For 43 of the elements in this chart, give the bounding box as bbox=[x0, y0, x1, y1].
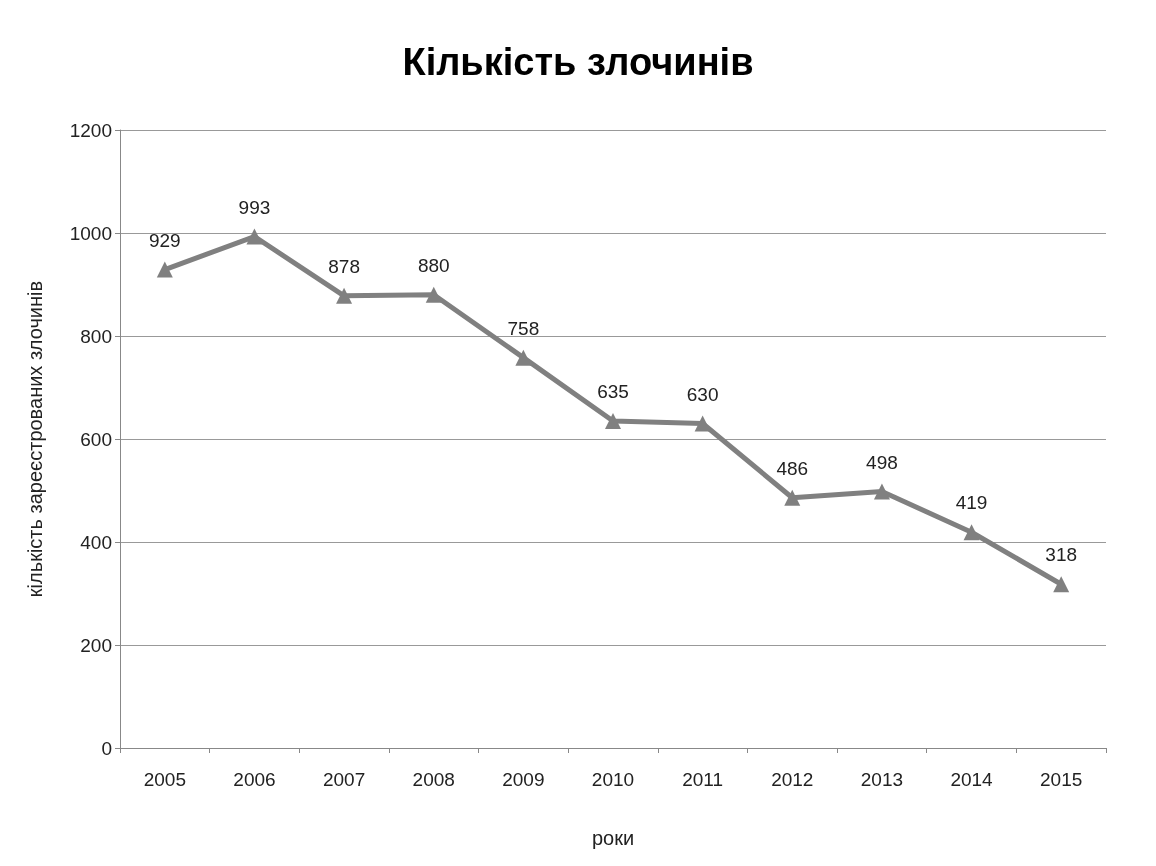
x-tick-label: 2006 bbox=[233, 769, 276, 790]
point bbox=[694, 415, 711, 432]
data-label: 630 bbox=[686, 383, 719, 405]
point bbox=[156, 261, 173, 278]
y-axis-title: кількість зареєстрованих злочинів bbox=[24, 280, 46, 598]
x-tick-label: 2009 bbox=[502, 769, 545, 790]
point bbox=[873, 483, 890, 500]
x-tick-label: 2014 bbox=[950, 769, 994, 790]
y-tick-label: 600 bbox=[80, 428, 112, 450]
x-axis-title: роки bbox=[591, 827, 635, 849]
y-tick-label: 800 bbox=[80, 325, 112, 347]
data-label: 498 bbox=[866, 451, 898, 473]
x-tick-label: 2007 bbox=[322, 769, 366, 790]
x-tick-label: 2013 bbox=[860, 769, 904, 790]
x-tick-label: 2012 bbox=[771, 769, 814, 790]
point bbox=[425, 286, 442, 303]
data-label: 929 bbox=[148, 229, 181, 251]
point bbox=[784, 489, 801, 506]
point bbox=[246, 228, 263, 245]
chart-title: Кількість злочинів bbox=[402, 41, 754, 83]
point bbox=[1053, 576, 1070, 593]
y-tick-label: 1200 bbox=[69, 119, 112, 141]
point bbox=[963, 524, 980, 541]
data-label: 758 bbox=[507, 317, 540, 339]
data-label: 486 bbox=[776, 457, 809, 479]
data-label: 318 bbox=[1045, 544, 1078, 566]
y-tick-label: 200 bbox=[80, 634, 112, 656]
x-tick-label: 2005 bbox=[143, 769, 186, 790]
data-label: 993 bbox=[238, 196, 271, 218]
data-label: 880 bbox=[417, 254, 450, 276]
y-tick-label: 0 bbox=[101, 737, 112, 759]
data-label: 419 bbox=[955, 492, 988, 514]
point bbox=[515, 349, 532, 366]
y-tick-label: 1000 bbox=[69, 222, 112, 244]
x-tick-label: 2015 bbox=[1040, 769, 1083, 790]
x-tick-label: 2011 bbox=[682, 769, 724, 790]
data-label: 878 bbox=[328, 255, 360, 277]
x-tick-label: 2008 bbox=[412, 769, 455, 790]
point bbox=[336, 287, 353, 304]
y-tick-label: 400 bbox=[80, 531, 112, 553]
data-label: 635 bbox=[597, 380, 629, 402]
point bbox=[605, 412, 621, 429]
x-tick-label: 2010 bbox=[591, 769, 635, 790]
